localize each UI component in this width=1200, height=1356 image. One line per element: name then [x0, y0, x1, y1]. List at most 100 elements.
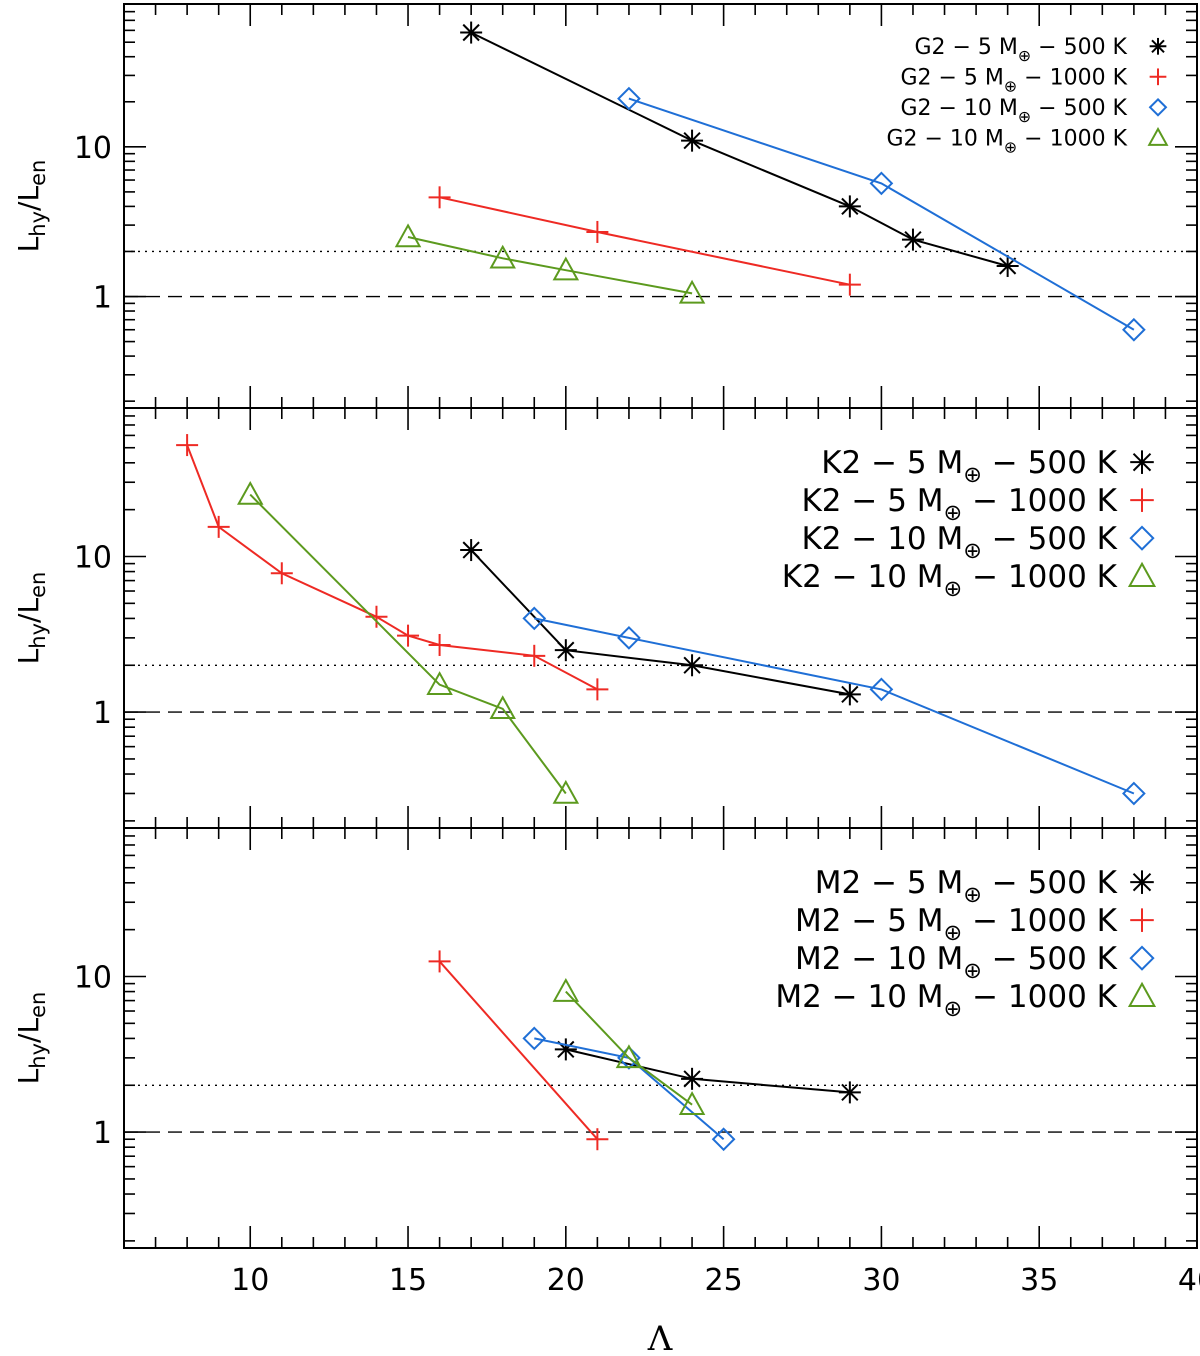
y-axis-label: Lhy/Len [12, 992, 50, 1085]
legend: K2 − 5 M⊕ − 500 KK2 − 5 M⊕ − 1000 KK2 − … [782, 445, 1157, 602]
series-line [249, 493, 567, 795]
series-line [438, 960, 599, 1140]
asterisk-marker [1130, 450, 1154, 474]
data-series [617, 86, 1146, 342]
asterisk-marker [1130, 870, 1154, 894]
plus-marker [397, 624, 420, 647]
plus-marker [176, 434, 199, 457]
asterisk-marker [1149, 37, 1167, 55]
series-line [534, 617, 1135, 795]
triangle-marker [1127, 561, 1157, 588]
diamond-marker [522, 1026, 547, 1051]
legend-entry: K2 − 10 M⊕ − 1000 K [782, 559, 1118, 602]
diamond-marker [522, 606, 547, 631]
series-line [565, 990, 693, 1106]
plus-marker [1130, 908, 1154, 932]
triangle-marker [552, 779, 580, 804]
x-ticks [123, 828, 1198, 1248]
diamond-marker [1129, 525, 1155, 551]
plus-marker [1130, 488, 1154, 512]
y-tick-label: 10 [74, 960, 112, 995]
y-ticks [124, 407, 1197, 822]
diamond-marker [1122, 781, 1146, 806]
plus-marker [428, 633, 451, 656]
data-series [236, 480, 580, 804]
triangle-marker [1147, 126, 1169, 146]
y-tick-label: 1 [93, 281, 112, 316]
asterisk-marker [681, 129, 704, 152]
plus-marker [1149, 68, 1167, 86]
x-ticks [123, 408, 1198, 828]
data-series [428, 186, 861, 296]
plus-marker [586, 1128, 609, 1151]
asterisk-marker [681, 1067, 704, 1090]
x-tick-label: 30 [862, 1263, 900, 1298]
y-axis-label: Lhy/Len [12, 160, 50, 253]
x-tick-labels: 10 15 20 25 30 35 40 [231, 1263, 1200, 1298]
x-tick-label: 35 [1020, 1263, 1058, 1298]
plus-marker [838, 273, 861, 296]
diamond-marker [711, 1127, 736, 1152]
diamond-marker [1148, 97, 1168, 117]
legend-entry: K2 − 10 M⊕ − 500 K [801, 521, 1117, 564]
plus-marker [523, 644, 546, 667]
data-series [460, 539, 861, 706]
diamond-marker [617, 86, 641, 111]
series-line [439, 196, 851, 286]
x-tick-label: 15 [389, 1263, 427, 1298]
y-tick-label: 10 [74, 540, 112, 575]
triangle-marker [552, 256, 580, 281]
asterisk-marker [681, 654, 704, 677]
legend-entry: M2 − 5 M⊕ − 1000 K [795, 903, 1118, 946]
data-series [460, 21, 1019, 277]
legend-entry: M2 − 10 M⊕ − 500 K [795, 941, 1118, 984]
legend: G2 − 5 M⊕ − 500 KG2 − 5 M⊕ − 1000 KG2 − … [886, 35, 1169, 157]
triangle-marker [678, 279, 706, 304]
chart-panel-2: 1 10 Lhy/Len K2 − 5 M⊕ − 500 KK2 − 5 M⊕ − 1… [12, 407, 1198, 829]
triangle-marker [394, 223, 422, 248]
asterisk-marker [460, 21, 483, 44]
legend-entry: K2 − 5 M⊕ − 1000 K [801, 483, 1117, 526]
data-series [176, 434, 609, 701]
legend-entry: K2 − 5 M⊕ − 500 K [821, 445, 1117, 488]
diamond-marker [617, 625, 641, 650]
diamond-marker [1122, 317, 1146, 342]
diamond-marker [869, 171, 894, 196]
x-tick-label: 10 [231, 1263, 269, 1298]
triangle-marker [552, 977, 580, 1002]
series-line [407, 236, 693, 295]
triangle-marker [678, 1091, 706, 1115]
data-series [394, 223, 706, 304]
plus-marker [586, 678, 609, 701]
y-ticks [124, 827, 1197, 1242]
plus-marker [270, 562, 293, 585]
triangle-marker [236, 480, 264, 505]
x-tick-label: 20 [547, 1263, 585, 1298]
plus-marker [207, 515, 230, 538]
triangle-marker [426, 671, 453, 695]
asterisk-marker [838, 195, 861, 218]
triangle-marker [489, 695, 516, 720]
legend-entry: G2 − 10 M⊕ − 500 K [900, 96, 1127, 126]
y-axis-label: Lhy/Len [12, 572, 50, 665]
plus-marker [365, 605, 388, 628]
data-series [428, 950, 609, 1151]
series-line [470, 549, 851, 696]
legend: M2 − 5 M⊕ − 500 KM2 − 5 M⊕ − 1000 KM2 − … [775, 865, 1157, 1022]
legend-entry: M2 − 5 M⊕ − 500 K [815, 865, 1118, 908]
diamond-marker [869, 677, 894, 702]
asterisk-marker [554, 639, 577, 662]
triangle-marker [615, 1044, 643, 1069]
plus-marker [428, 186, 451, 209]
data-series [554, 1038, 861, 1104]
legend-entry: G2 − 10 M⊕ − 1000 K [886, 127, 1127, 157]
asterisk-marker [838, 683, 861, 706]
asterisk-marker [901, 228, 924, 251]
data-series [522, 606, 1146, 806]
diamond-marker [617, 1045, 641, 1070]
asterisk-marker [554, 1038, 577, 1061]
asterisk-marker [996, 254, 1019, 277]
chart-panel-1: 1 10 Lhy/Len G2 − 5 M⊕ − 500 KG2 − 5 M⊕ − 1… [12, 3, 1198, 409]
asterisk-marker [838, 1081, 861, 1104]
